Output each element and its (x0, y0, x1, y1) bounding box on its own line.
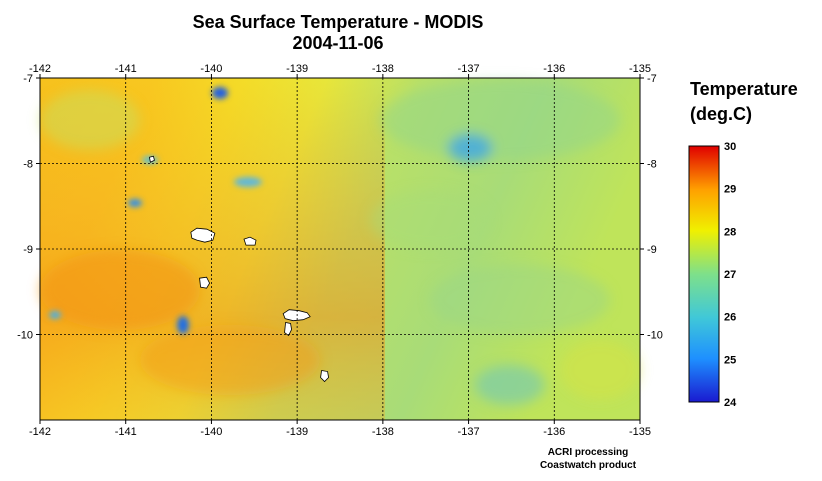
colorbar-tick-label: 27 (724, 269, 736, 281)
lon-label-bottom: -142 (29, 426, 51, 438)
axis-ticks (36, 74, 644, 424)
lon-label-bottom: -138 (372, 426, 394, 438)
colorbar-tick-labels: 30 29 28 27 26 25 24 (724, 141, 737, 409)
lon-label-top: -141 (115, 63, 137, 75)
lon-label-bottom: -139 (286, 426, 308, 438)
colorbar (688, 145, 720, 403)
colorbar-tick-label: 24 (724, 397, 737, 409)
grid-lines (40, 78, 640, 420)
colorbar-tick-label: 30 (724, 141, 736, 153)
lon-label-bottom: -135 (629, 426, 651, 438)
colorbar-tick-label: 25 (724, 354, 736, 366)
island (199, 276, 211, 289)
lat-label-left: -7 (23, 73, 33, 85)
island (284, 322, 292, 337)
lat-label-right: -8 (647, 159, 657, 171)
island (282, 309, 311, 322)
sst-field (40, 78, 640, 420)
credit-processing: ACRI processing (547, 447, 629, 458)
island (243, 236, 257, 246)
lon-label-bottom: -136 (543, 426, 565, 438)
map-title: Sea Surface Temperature - MODIS (192, 12, 484, 32)
colorbar-tick-label: 26 (724, 312, 736, 324)
lon-label-top: -137 (458, 63, 480, 75)
lon-label-bottom: -140 (200, 426, 222, 438)
lon-label-bottom: -141 (115, 426, 137, 438)
lon-label-top: -140 (200, 63, 222, 75)
lon-label-top: -138 (372, 63, 394, 75)
lat-label-right: -10 (647, 330, 663, 342)
lat-label-right: -9 (647, 244, 657, 256)
lon-label-top: -142 (29, 63, 51, 75)
colorbar-tick-label: 29 (724, 184, 736, 196)
colorbar-unit: (deg.C) (690, 104, 752, 124)
lat-label-left: -8 (23, 159, 33, 171)
lat-label-left: -10 (17, 330, 33, 342)
island (190, 227, 216, 243)
lon-label-top: -135 (629, 63, 651, 75)
lon-label-bottom: -137 (458, 426, 480, 438)
credit-product: Coastwatch product (539, 460, 637, 471)
colorbar-tick-label: 28 (724, 226, 736, 238)
island (148, 155, 155, 163)
lon-label-top: -136 (543, 63, 565, 75)
axis-tick-labels: -142 -142 -141 -141 -140 -140 -139 -139 -138 -138… (17, 63, 663, 438)
colorbar-title: Temperature (690, 79, 798, 99)
lat-label-right: -7 (647, 73, 657, 85)
map-date: 2004-11-06 (292, 33, 384, 53)
lon-label-top: -139 (286, 63, 308, 75)
island (320, 370, 329, 383)
lat-label-left: -9 (23, 244, 33, 256)
islands (148, 155, 329, 383)
